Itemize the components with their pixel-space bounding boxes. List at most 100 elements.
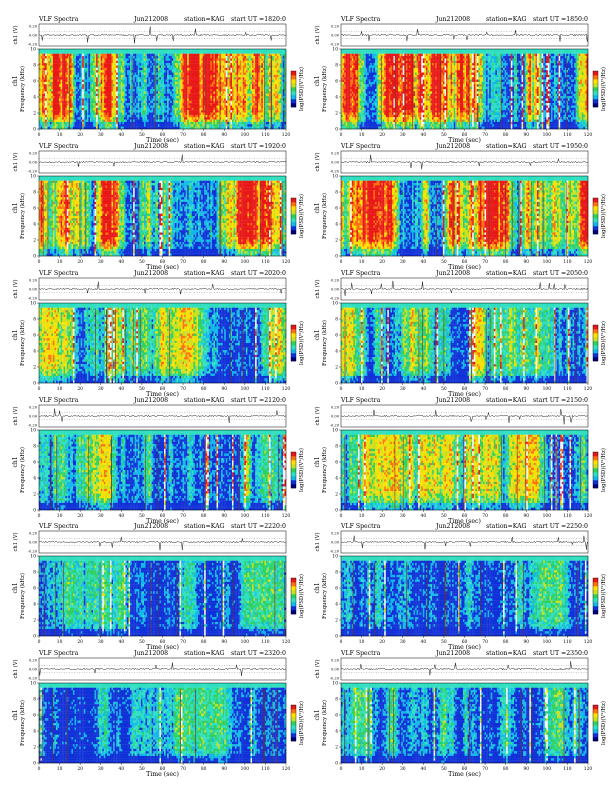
spectrogram-cell <box>150 91 152 94</box>
spectrogram-cell <box>169 105 171 108</box>
spectrogram-cell <box>93 103 95 106</box>
spectrogram-cell <box>48 70 50 73</box>
spectrogram-cell <box>50 113 52 116</box>
spectrogram-cell <box>181 115 183 118</box>
spectrogram-cell <box>267 98 269 101</box>
spectrogram-cell <box>95 94 97 97</box>
spectrogram-cell <box>124 120 126 123</box>
spectrogram-cell <box>119 80 121 83</box>
spectrogram-cell <box>184 89 186 92</box>
spectrogram-cell <box>121 77 123 80</box>
spectrogram-cell <box>108 68 110 71</box>
spectrogram-cell <box>133 103 135 106</box>
spectrogram-cell <box>133 49 135 52</box>
spectrogram-cell <box>119 68 121 71</box>
spectrogram-cell <box>246 73 248 76</box>
spectrogram-cell <box>226 115 228 118</box>
spectrogram-cell <box>206 120 208 123</box>
spectrogram-cell <box>96 68 98 71</box>
spectrogram-cell <box>226 94 228 97</box>
spectrogram-cell <box>255 105 257 108</box>
spectrogram-cell <box>275 65 277 68</box>
spectrogram-cell <box>42 98 44 101</box>
spectrogram-cell <box>118 58 120 61</box>
spectrogram-cell <box>169 87 171 90</box>
spectrogram-cell <box>139 56 141 59</box>
spectrogram-cell <box>210 84 212 87</box>
spectrogram-cell <box>85 103 87 106</box>
spectrogram-cell <box>125 115 127 118</box>
spectrogram-cell <box>274 103 276 106</box>
spectrogram-cell <box>234 61 236 64</box>
spectrogram-cell <box>261 70 263 73</box>
spectrogram-cell <box>196 58 198 61</box>
spectrogram-cell <box>47 96 49 99</box>
spectrogram-cell <box>166 117 168 120</box>
spectrogram-cell <box>226 84 228 87</box>
spectrogram-cell <box>53 101 55 104</box>
spectrogram-cell <box>47 98 49 101</box>
spectrogram-cell <box>133 117 135 120</box>
spectrogram-cell <box>85 91 87 94</box>
spectrogram-cell <box>118 61 120 64</box>
spectrogram-cell <box>146 84 148 87</box>
spectrogram-cell <box>178 49 180 52</box>
spectrogram-cell <box>59 80 61 83</box>
spectrogram-cell <box>147 98 149 101</box>
spectrogram-cell <box>130 117 132 120</box>
spectrogram-cell <box>79 58 81 61</box>
spectrogram-cell <box>247 105 249 108</box>
spectrogram-cell <box>181 113 183 116</box>
spectrogram-cell <box>116 91 118 94</box>
spectrogram-cell <box>224 65 226 68</box>
spectrogram-cell <box>263 65 265 68</box>
spectrogram-cell <box>139 61 141 64</box>
spectrogram-cell <box>70 87 72 90</box>
spectrogram-cell <box>79 65 81 68</box>
spectrogram-cell <box>58 58 60 61</box>
spectrogram-cell <box>250 70 252 73</box>
spectrogram-cell <box>263 68 265 71</box>
spectrogram-cell <box>183 91 185 94</box>
spectrogram-cell <box>203 103 205 106</box>
spectrogram-cell <box>277 84 279 87</box>
spectrogram-cell <box>190 49 192 52</box>
spectrogram-cell <box>64 122 66 125</box>
spectrogram-cell <box>240 54 242 57</box>
spectrogram-cell <box>260 89 262 92</box>
spectrogram-cell <box>78 110 80 113</box>
spectrogram-cell <box>172 65 174 68</box>
spectrogram-cell <box>42 96 44 99</box>
spectrogram-cell <box>116 108 118 111</box>
spectrogram-cell <box>135 120 137 123</box>
spectrogram-cell <box>152 110 154 113</box>
spectrogram-cell <box>108 91 110 94</box>
spectrogram-cell <box>39 103 41 106</box>
spectrogram-cell <box>104 105 106 108</box>
spectrogram-cell <box>96 98 98 101</box>
spectrogram-cell <box>173 113 175 116</box>
spectrogram-cell <box>130 110 132 113</box>
spectrogram-cell <box>115 80 117 83</box>
spectrogram-cell <box>230 82 232 85</box>
spectrogram-cell <box>119 108 121 111</box>
spectrogram-cell <box>105 63 107 65</box>
spectrogram-cell <box>269 120 271 123</box>
spectrogram-cell <box>56 122 58 125</box>
spectrogram-cell <box>98 98 100 101</box>
spectrogram-cell <box>254 115 256 118</box>
spectrogram-cell <box>206 77 208 80</box>
spectrogram-cell <box>59 94 61 97</box>
spectrogram-cell <box>246 49 248 52</box>
spectrogram-cell <box>230 94 232 97</box>
spectrogram-cell <box>110 63 112 65</box>
spectrogram-cell <box>196 110 198 113</box>
spectrogram-cell <box>116 98 118 101</box>
spectrogram-cell <box>246 110 248 113</box>
spectrogram-cell <box>61 84 63 87</box>
spectrogram-cell <box>62 68 64 71</box>
spectrogram-cell <box>247 75 249 78</box>
spectrogram-cell <box>163 101 165 104</box>
spectrogram-cell <box>227 80 229 83</box>
spectrogram-cell <box>240 49 242 52</box>
